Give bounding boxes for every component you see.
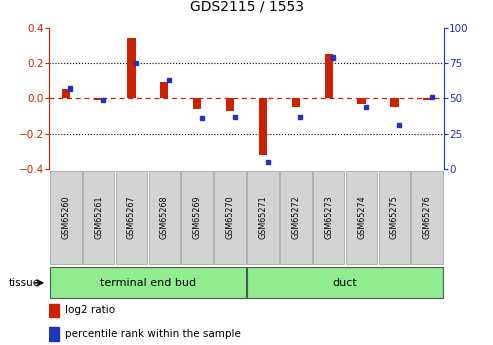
Bar bbox=[167, 78, 171, 82]
Text: percentile rank within the sample: percentile rank within the sample bbox=[65, 329, 241, 339]
Text: tissue: tissue bbox=[8, 278, 39, 288]
Bar bbox=[313, 171, 345, 264]
Bar bbox=[298, 115, 302, 119]
Bar bbox=[430, 95, 434, 99]
Bar bbox=[49, 304, 59, 317]
Bar bbox=[390, 98, 398, 107]
Text: terminal end bud: terminal end bud bbox=[100, 278, 196, 288]
Bar bbox=[193, 98, 201, 109]
Bar bbox=[331, 55, 335, 60]
Bar bbox=[397, 123, 401, 127]
Bar bbox=[233, 115, 237, 119]
Bar bbox=[346, 171, 377, 264]
Bar bbox=[50, 171, 81, 264]
Bar bbox=[280, 171, 312, 264]
Text: log2 ratio: log2 ratio bbox=[65, 305, 115, 315]
Bar bbox=[266, 160, 270, 164]
Bar bbox=[247, 267, 443, 298]
Bar bbox=[357, 98, 366, 104]
Bar bbox=[148, 171, 180, 264]
Bar bbox=[62, 89, 70, 98]
Text: GSM65271: GSM65271 bbox=[258, 196, 267, 239]
Text: GSM65272: GSM65272 bbox=[291, 196, 300, 239]
Text: GSM65267: GSM65267 bbox=[127, 196, 136, 239]
Bar bbox=[50, 267, 246, 298]
Bar bbox=[101, 98, 105, 102]
Bar bbox=[83, 171, 114, 264]
Bar bbox=[200, 116, 204, 120]
Bar bbox=[116, 171, 147, 264]
Bar bbox=[214, 171, 246, 264]
Bar bbox=[160, 82, 169, 98]
Text: GDS2115 / 1553: GDS2115 / 1553 bbox=[189, 0, 304, 14]
Bar bbox=[69, 86, 72, 91]
Bar bbox=[292, 98, 300, 107]
Text: duct: duct bbox=[333, 278, 357, 288]
Bar bbox=[324, 54, 333, 98]
Text: GSM65273: GSM65273 bbox=[324, 196, 333, 239]
Text: GSM65260: GSM65260 bbox=[61, 196, 70, 239]
Bar bbox=[259, 98, 267, 155]
Bar bbox=[247, 171, 279, 264]
Text: GSM65276: GSM65276 bbox=[423, 196, 432, 239]
Text: GSM65261: GSM65261 bbox=[94, 196, 103, 239]
Bar bbox=[49, 327, 59, 341]
Text: GSM65274: GSM65274 bbox=[357, 196, 366, 239]
Text: GSM65275: GSM65275 bbox=[390, 196, 399, 239]
Text: GSM65268: GSM65268 bbox=[160, 196, 169, 239]
Bar bbox=[364, 105, 368, 109]
Bar bbox=[423, 98, 431, 100]
Bar bbox=[379, 171, 410, 264]
Bar bbox=[181, 171, 213, 264]
Text: GSM65269: GSM65269 bbox=[193, 196, 202, 239]
Text: GSM65270: GSM65270 bbox=[226, 196, 235, 239]
Bar bbox=[226, 98, 234, 111]
Bar bbox=[412, 171, 443, 264]
Bar bbox=[127, 38, 136, 98]
Bar bbox=[95, 98, 103, 100]
Bar bbox=[134, 61, 138, 65]
